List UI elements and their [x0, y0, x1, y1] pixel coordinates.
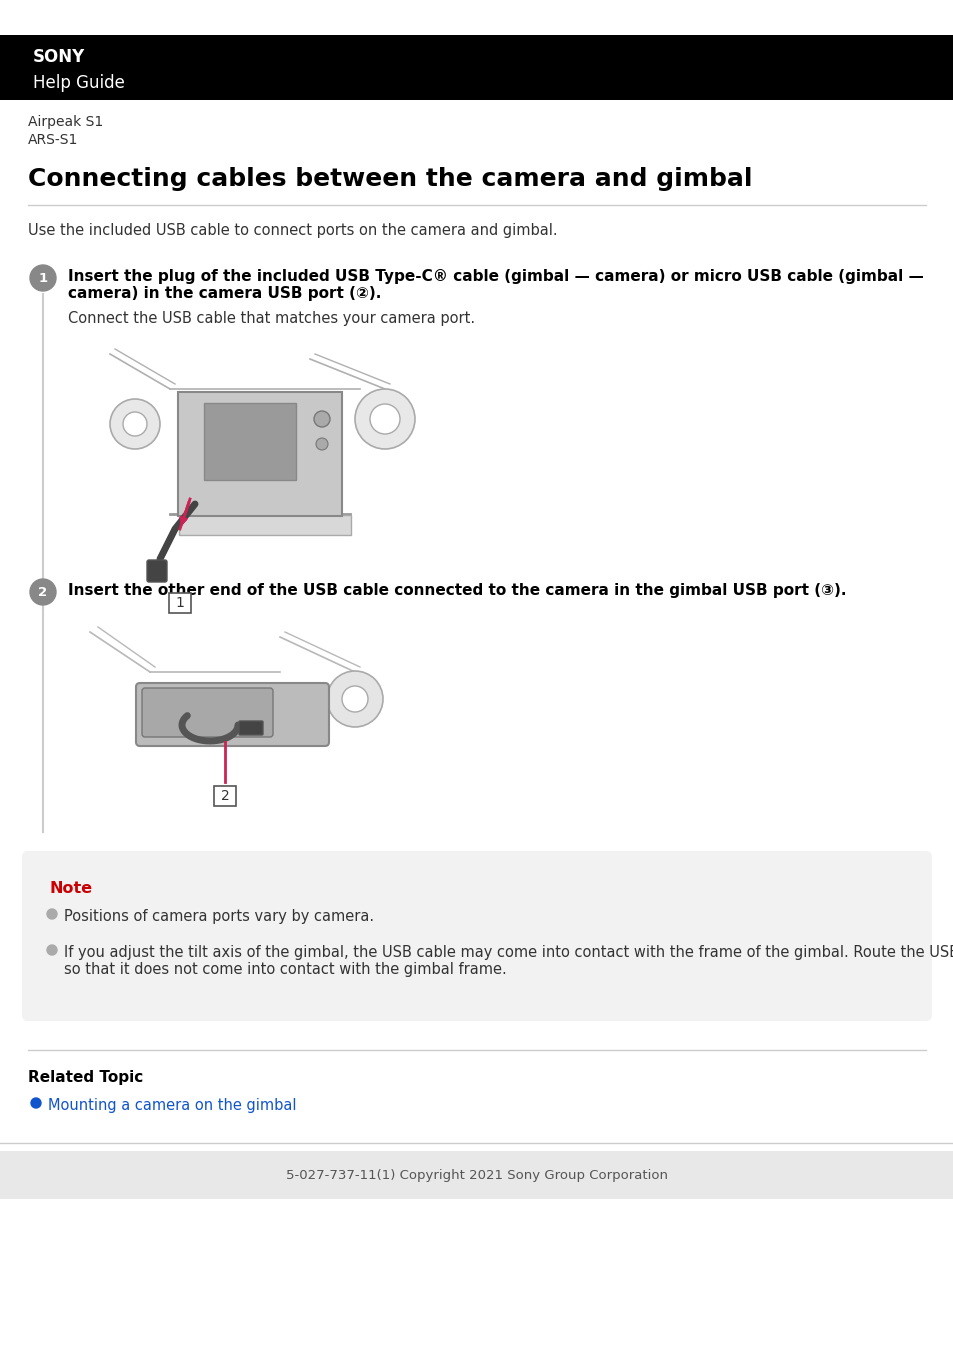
Text: ARS-S1: ARS-S1: [28, 134, 78, 147]
FancyBboxPatch shape: [178, 392, 341, 516]
Text: Mounting a camera on the gimbal: Mounting a camera on the gimbal: [48, 1098, 296, 1112]
Text: 2: 2: [38, 586, 48, 598]
Text: Insert the plug of the included USB Type-C® cable (gimbal — camera) or micro USB: Insert the plug of the included USB Type…: [68, 269, 923, 284]
Circle shape: [315, 437, 328, 450]
Text: 1: 1: [38, 271, 48, 285]
Text: Connecting cables between the camera and gimbal: Connecting cables between the camera and…: [28, 167, 752, 190]
Circle shape: [30, 579, 56, 605]
FancyBboxPatch shape: [169, 593, 191, 613]
Text: Connect the USB cable that matches your camera port.: Connect the USB cable that matches your …: [68, 310, 475, 325]
Text: 5-027-737-11(1) Copyright 2021 Sony Group Corporation: 5-027-737-11(1) Copyright 2021 Sony Grou…: [286, 1169, 667, 1181]
Text: Use the included USB cable to connect ports on the camera and gimbal.: Use the included USB cable to connect po…: [28, 223, 558, 238]
Text: Note: Note: [50, 882, 93, 896]
Circle shape: [341, 686, 368, 711]
Text: camera) in the camera USB port (②).: camera) in the camera USB port (②).: [68, 286, 381, 301]
FancyBboxPatch shape: [142, 688, 273, 737]
FancyBboxPatch shape: [239, 721, 263, 734]
Circle shape: [314, 410, 330, 427]
Text: Related Topic: Related Topic: [28, 1071, 143, 1085]
FancyBboxPatch shape: [179, 514, 351, 535]
Circle shape: [30, 1098, 41, 1108]
Circle shape: [370, 404, 399, 433]
FancyBboxPatch shape: [204, 404, 295, 481]
FancyBboxPatch shape: [136, 683, 329, 747]
Circle shape: [110, 400, 160, 450]
FancyBboxPatch shape: [147, 560, 167, 582]
Text: 2: 2: [220, 788, 229, 803]
Text: Help Guide: Help Guide: [33, 74, 125, 92]
Text: so that it does not come into contact with the gimbal frame.: so that it does not come into contact wi…: [64, 963, 506, 977]
Circle shape: [47, 909, 57, 919]
Circle shape: [47, 945, 57, 954]
FancyBboxPatch shape: [22, 850, 931, 1021]
Circle shape: [355, 389, 415, 450]
Circle shape: [327, 671, 382, 728]
Text: Airpeak S1: Airpeak S1: [28, 115, 103, 130]
Text: 1: 1: [175, 595, 184, 610]
Bar: [0, 1152, 953, 1199]
Circle shape: [123, 412, 147, 436]
Bar: [0, 35, 953, 100]
FancyBboxPatch shape: [213, 786, 235, 806]
Text: Positions of camera ports vary by camera.: Positions of camera ports vary by camera…: [64, 909, 374, 923]
Text: If you adjust the tilt axis of the gimbal, the USB cable may come into contact w: If you adjust the tilt axis of the gimba…: [64, 945, 953, 960]
Text: Insert the other end of the USB cable connected to the camera in the gimbal USB : Insert the other end of the USB cable co…: [68, 583, 845, 598]
Text: SONY: SONY: [33, 49, 85, 66]
Circle shape: [30, 265, 56, 292]
